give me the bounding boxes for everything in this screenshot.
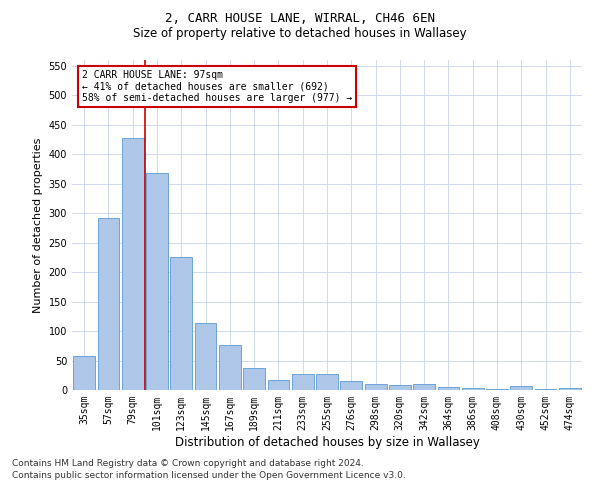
Bar bbox=[170, 258, 192, 390]
Bar bbox=[365, 384, 386, 390]
Text: 2 CARR HOUSE LANE: 97sqm
← 41% of detached houses are smaller (692)
58% of semi-: 2 CARR HOUSE LANE: 97sqm ← 41% of detach… bbox=[82, 70, 352, 103]
Y-axis label: Number of detached properties: Number of detached properties bbox=[33, 138, 43, 312]
Bar bbox=[413, 384, 435, 390]
Bar bbox=[97, 218, 119, 390]
Bar bbox=[219, 345, 241, 390]
Bar bbox=[462, 388, 484, 390]
Bar bbox=[146, 173, 168, 390]
Bar bbox=[389, 384, 411, 390]
Text: Contains public sector information licensed under the Open Government Licence v3: Contains public sector information licen… bbox=[12, 471, 406, 480]
Bar bbox=[122, 138, 143, 390]
Bar bbox=[316, 374, 338, 390]
Bar bbox=[268, 380, 289, 390]
Text: 2, CARR HOUSE LANE, WIRRAL, CH46 6EN: 2, CARR HOUSE LANE, WIRRAL, CH46 6EN bbox=[165, 12, 435, 26]
Bar bbox=[437, 387, 460, 390]
Text: Size of property relative to detached houses in Wallasey: Size of property relative to detached ho… bbox=[133, 28, 467, 40]
Bar bbox=[511, 386, 532, 390]
Text: Contains HM Land Registry data © Crown copyright and database right 2024.: Contains HM Land Registry data © Crown c… bbox=[12, 458, 364, 468]
Bar bbox=[194, 324, 217, 390]
Bar bbox=[243, 368, 265, 390]
Bar bbox=[559, 388, 581, 390]
Bar bbox=[292, 374, 314, 390]
Bar bbox=[73, 356, 95, 390]
X-axis label: Distribution of detached houses by size in Wallasey: Distribution of detached houses by size … bbox=[175, 436, 479, 448]
Bar bbox=[340, 381, 362, 390]
